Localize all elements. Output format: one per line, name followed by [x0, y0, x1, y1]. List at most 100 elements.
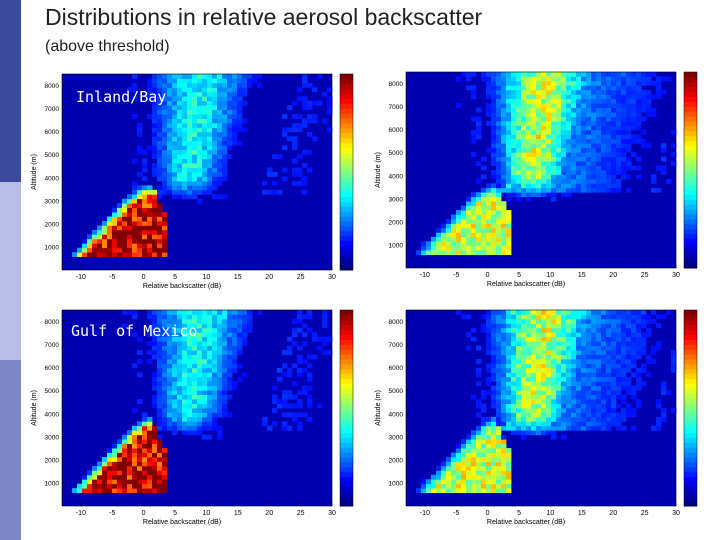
heatmap-cell: [132, 114, 138, 119]
heatmap-cell: [606, 89, 612, 95]
heatmap-cell: [486, 452, 492, 458]
heatmap-cell: [601, 408, 607, 413]
heatmap-cell: [461, 72, 467, 77]
heatmap-cell: [526, 363, 532, 369]
heatmap-cell: [596, 399, 602, 404]
heatmap-cell: [471, 457, 477, 462]
heatmap-cell: [591, 103, 597, 109]
heatmap-cell: [491, 94, 497, 100]
heatmap-cell: [596, 161, 602, 166]
heatmap-cell: [82, 474, 88, 480]
heatmap-cell: [631, 323, 637, 329]
heatmap-cell: [217, 176, 223, 182]
heatmap-cell: [611, 134, 617, 140]
heatmap-cell: [461, 448, 467, 453]
heatmap-cell: [636, 112, 642, 117]
heatmap-cell: [317, 100, 323, 106]
heatmap-cell: [521, 310, 527, 315]
heatmap-cell: [217, 145, 223, 151]
heatmap-cell: [182, 154, 188, 160]
heatmap-cell: [217, 332, 223, 338]
heatmap-cell: [601, 359, 607, 364]
heatmap-cell: [187, 363, 193, 369]
heatmap-cell: [177, 341, 183, 347]
heatmap-cell: [581, 129, 587, 135]
heatmap-cell: [536, 129, 542, 135]
heatmap-cell: [501, 452, 507, 458]
heatmap-cell: [636, 403, 642, 409]
heatmap-cell: [242, 327, 248, 333]
heatmap-cell: [137, 457, 143, 462]
heatmap-cell: [636, 314, 642, 320]
heatmap-cell: [197, 91, 203, 97]
heatmap-cell: [232, 336, 238, 342]
heatmap-cell: [531, 318, 537, 324]
heatmap-cell: [536, 416, 542, 422]
heatmap-cell: [466, 483, 472, 489]
heatmap-cell: [586, 403, 592, 409]
heatmap-cell: [551, 399, 557, 404]
heatmap-cell: [177, 354, 183, 360]
heatmap-cell: [581, 318, 587, 324]
heatmap-cell: [177, 109, 183, 115]
heatmap-cell: [541, 430, 547, 436]
heatmap-cell: [511, 76, 517, 82]
heatmap-cell: [421, 479, 427, 485]
heatmap-cell: [581, 161, 587, 166]
heatmap-cell: [192, 194, 198, 200]
heatmap-cell: [222, 194, 228, 200]
heatmap-cell: [282, 390, 288, 396]
colorbar-step: [340, 378, 353, 384]
heatmap-cell: [132, 158, 138, 164]
heatmap-cell: [631, 107, 637, 113]
heatmap-cell: [506, 372, 512, 378]
heatmap-cell: [147, 448, 153, 453]
heatmap-cell: [152, 100, 158, 106]
heatmap-cell: [152, 332, 158, 338]
heatmap-cell: [212, 78, 218, 84]
heatmap-cell: [561, 336, 567, 342]
heatmap-cell: [571, 363, 577, 369]
heatmap-cell: [446, 250, 452, 256]
x-tick-label: 30: [672, 272, 680, 279]
heatmap-cell: [536, 381, 542, 387]
heatmap-cell: [541, 165, 547, 171]
heatmap-cell: [616, 327, 622, 333]
heatmap-cell: [601, 425, 607, 431]
heatmap-cell: [197, 430, 203, 436]
heatmap-cell: [611, 187, 617, 193]
heatmap-cell: [546, 354, 552, 360]
heatmap-cell: [162, 172, 168, 177]
colorbar-step: [684, 111, 697, 117]
heatmap-cell: [147, 203, 153, 209]
heatmap-cell: [112, 238, 118, 244]
heatmap-cell: [227, 314, 233, 320]
heatmap-cell: [596, 403, 602, 409]
heatmap-cell: [227, 412, 233, 418]
colorbar-step: [340, 476, 353, 482]
heatmap-cell: [586, 165, 592, 171]
heatmap-cell: [496, 470, 502, 476]
heatmap-cell: [157, 327, 163, 333]
heatmap-cell: [232, 136, 238, 142]
heatmap-cell: [212, 127, 218, 133]
heatmap-cell: [541, 359, 547, 364]
heatmap-cell: [641, 341, 647, 347]
heatmap-cell: [671, 408, 677, 413]
heatmap-cell: [546, 72, 552, 77]
heatmap-cell: [551, 345, 557, 351]
heatmap-cell: [486, 416, 492, 422]
heatmap-cell: [546, 170, 552, 175]
colorbar-step: [684, 174, 697, 181]
heatmap-cell: [287, 412, 293, 418]
heatmap-cell: [167, 345, 173, 351]
heatmap-cell: [506, 310, 512, 315]
x-tick-label: 5: [173, 510, 177, 517]
heatmap-cell: [471, 85, 477, 91]
heatmap-cell: [536, 103, 542, 109]
heatmap-cell: [596, 112, 602, 117]
heatmap-cell: [586, 138, 592, 144]
heatmap-cell: [162, 145, 168, 151]
heatmap-cell: [152, 118, 158, 124]
heatmap-cell: [646, 103, 652, 109]
